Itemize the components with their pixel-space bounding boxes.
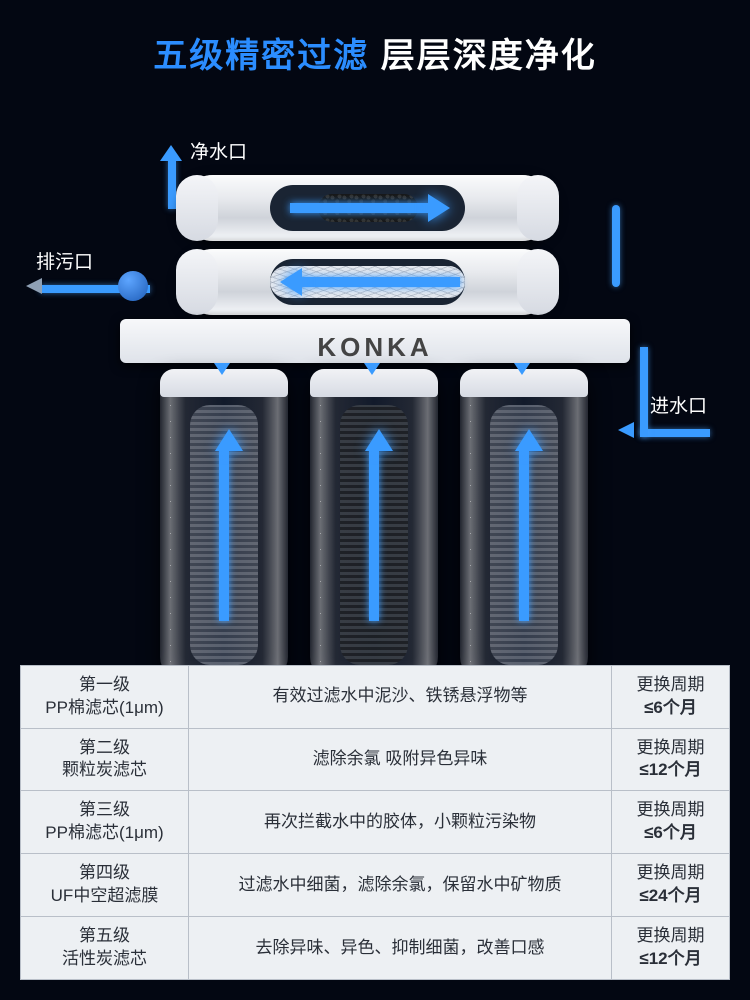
cycle-value: ≤6个月 [644,697,697,720]
canister-stage2 [310,369,438,679]
brand-label: KONKA [317,332,432,363]
port-inlet-label: 进水口 [650,391,707,418]
cycle-value: ≤6个月 [644,822,697,845]
flow-arrow-stage5 [290,197,450,219]
table-row: 第二级颗粒炭滤芯 滤除余氯 吸附异色异味 更换周期≤12个月 [21,729,730,792]
drain-valve [118,271,148,301]
pipe-clean-v [168,159,176,209]
filter-name: PP棉滤芯(1μm) [45,697,163,720]
arrow-drain [26,278,42,294]
page-title: 五级精密过滤 层层深度净化 [0,0,750,89]
arrow-inlet [618,422,634,438]
table-row: 第四级UF中空超滤膜 过滤水中细菌，滤除余氯，保留水中矿物质 更换周期≤24个月 [21,854,730,917]
cycle-header: 更换周期 [637,925,705,948]
down-arrow3 [514,363,530,375]
stage-label: 第二级 [79,737,130,760]
filter-name: 颗粒炭滤芯 [62,759,147,782]
pipe-inlet-h [640,429,710,437]
cycle-header: 更换周期 [637,737,705,760]
flow-arrow-stage1 [215,429,233,621]
filter-name: UF中空超滤膜 [51,885,159,908]
cycle-header: 更换周期 [637,674,705,697]
filter-diagram: 净水口 排污口 进水口 KONKA [0,89,750,689]
table-row: 第五级活性炭滤芯 去除异味、异色、抑制细菌，改善口感 更换周期≤12个月 [21,917,730,980]
title-accent: 五级精密过滤 [153,37,369,75]
table-row: 第一级PP棉滤芯(1μm) 有效过滤水中泥沙、铁锈悬浮物等 更换周期≤6个月 [21,666,730,729]
table-row: 第三级PP棉滤芯(1μm) 再次拦截水中的胶体，小颗粒污染物 更换周期≤6个月 [21,791,730,854]
cycle-header: 更换周期 [637,862,705,885]
down-arrow1 [214,363,230,375]
canister-stage1 [160,369,288,679]
stage-label: 第五级 [79,925,130,948]
cartridge-stage5 [180,175,555,241]
cycle-value: ≤24个月 [639,885,701,908]
filter-desc: 过滤水中细菌，滤除余氯，保留水中矿物质 [189,854,612,917]
stage-label: 第三级 [79,799,130,822]
stage-label: 第四级 [79,862,130,885]
filter-stage-table: 第一级PP棉滤芯(1μm) 有效过滤水中泥沙、铁锈悬浮物等 更换周期≤6个月 第… [20,665,730,980]
arrow-clean-up [160,145,182,161]
pipe-inlet-v [640,347,648,437]
stage-label: 第一级 [79,674,130,697]
down-arrow2 [364,363,380,375]
pipe-right-loop [612,205,620,287]
flow-arrow-stage2 [365,429,383,621]
title-rest: 层层深度净化 [369,37,596,75]
cartridge-stage4 [180,249,555,315]
filter-name: 活性炭滤芯 [62,948,147,971]
flow-arrow-stage4 [280,271,460,293]
cycle-value: ≤12个月 [639,759,701,782]
filter-desc: 再次拦截水中的胶体，小颗粒污染物 [189,791,612,854]
canister-stage3 [460,369,588,679]
cycle-header: 更换周期 [637,799,705,822]
filter-desc: 去除异味、异色、抑制细菌，改善口感 [189,917,612,980]
filter-name: PP棉滤芯(1μm) [45,822,163,845]
cycle-value: ≤12个月 [639,948,701,971]
filter-desc: 滤除余氯 吸附异色异味 [189,729,612,792]
flow-arrow-stage3 [515,429,533,621]
port-clean-label: 净水口 [190,137,247,164]
port-drain-label: 排污口 [36,247,93,274]
filter-desc: 有效过滤水中泥沙、铁锈悬浮物等 [189,666,612,729]
